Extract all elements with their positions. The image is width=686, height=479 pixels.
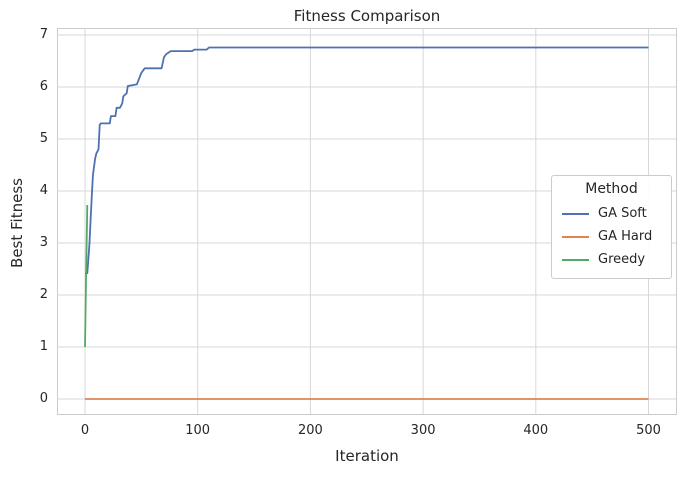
- legend-title: Method: [585, 181, 638, 197]
- legend-label: Greedy: [598, 252, 646, 267]
- y-tick-label-0: 0: [39, 391, 48, 406]
- x-axis-label: Iteration: [335, 447, 399, 465]
- axes-frame: [57, 28, 677, 415]
- x-tick-label-200: 200: [297, 423, 323, 438]
- y-tick-label-2: 2: [39, 287, 48, 302]
- legend: Method GA Soft GA Hard Greedy: [551, 175, 672, 279]
- y-tick-label-4: 4: [39, 183, 48, 198]
- legend-entry-greedy: Greedy: [560, 248, 663, 271]
- legend-entry-ga-hard: GA Hard: [560, 225, 663, 248]
- y-tick-label-5: 5: [39, 131, 48, 146]
- y-tick-label-3: 3: [39, 235, 48, 250]
- legend-swatch-icon: [562, 235, 589, 238]
- x-tick-label-400: 400: [523, 423, 549, 438]
- legend-label: GA Soft: [598, 206, 647, 221]
- series-line-ga-soft: [85, 46, 649, 275]
- x-tick-label-100: 100: [185, 423, 211, 438]
- x-tick-label-500: 500: [636, 423, 661, 438]
- y-tick-label-7: 7: [39, 27, 48, 42]
- chart-title: Fitness Comparison: [293, 7, 441, 25]
- y-tick-label-1: 1: [39, 339, 48, 354]
- y-tick-label-6: 6: [39, 79, 48, 94]
- legend-label: GA Hard: [598, 229, 653, 244]
- series-line-greedy: [84, 204, 89, 348]
- legend-entry-ga-soft: GA Soft: [560, 202, 663, 225]
- legend-swatch-icon: [562, 258, 589, 261]
- x-tick-label-0: 0: [80, 423, 90, 438]
- legend-entries: GA Soft GA Hard Greedy: [560, 202, 663, 271]
- x-tick-label-300: 300: [410, 423, 436, 438]
- legend-swatch-icon: [562, 212, 589, 215]
